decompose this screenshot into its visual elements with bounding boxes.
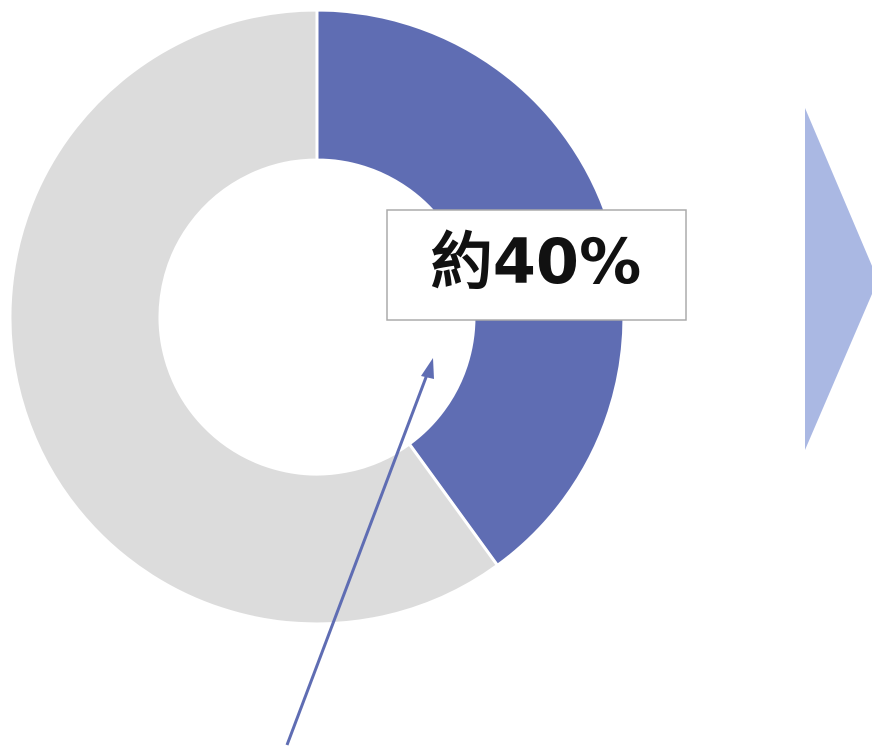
arrow-head [421,358,434,379]
slice [8,8,500,626]
pointer-arrow [285,371,430,746]
data-label: 約40% [431,225,641,298]
donut [8,8,626,626]
label-box [386,209,687,321]
chevron [805,108,872,450]
